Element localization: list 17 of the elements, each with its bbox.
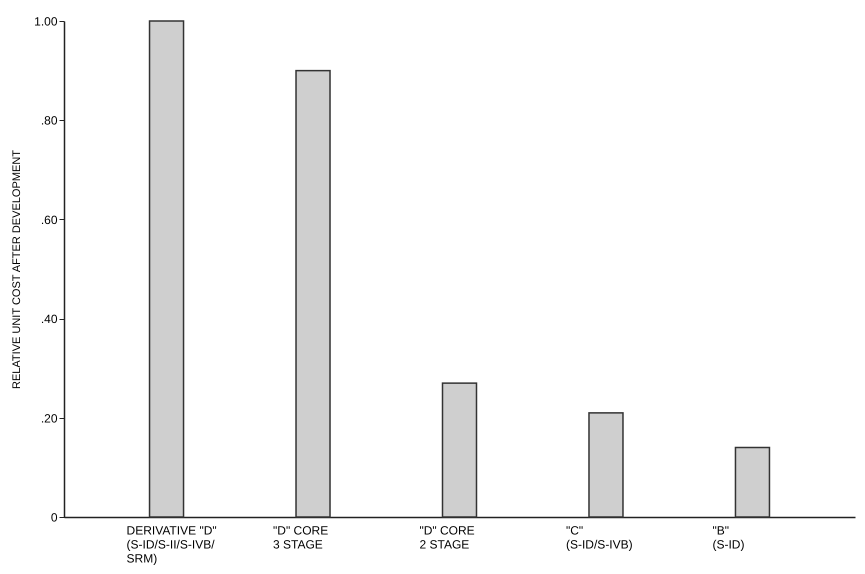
y-axis-title: RELATIVE UNIT COST AFTER DEVELOPMENT: [11, 150, 24, 389]
y-tick-label: .80: [40, 114, 58, 128]
bar: [148, 20, 184, 518]
x-tick-label: "C" (S-ID/S-IVB): [566, 524, 633, 552]
bar: [442, 382, 478, 518]
y-tick-label: 0: [50, 510, 58, 524]
x-tick-label: "D" CORE 3 STAGE: [273, 524, 328, 552]
bar: [588, 412, 624, 518]
x-tick-label: "D" CORE 2 STAGE: [420, 524, 475, 552]
y-tick-label: 1.00: [34, 14, 58, 28]
bar: [295, 70, 331, 518]
x-tick-label: "B" (S-ID): [712, 524, 744, 552]
y-tick-label: .60: [40, 212, 58, 227]
x-tick-label: DERIVATIVE "D" (S-ID/S-II/S-IVB/ SRM): [126, 524, 217, 566]
y-tick-label: .20: [40, 411, 58, 426]
bar: [734, 446, 770, 518]
y-tick-label: .40: [40, 312, 58, 326]
